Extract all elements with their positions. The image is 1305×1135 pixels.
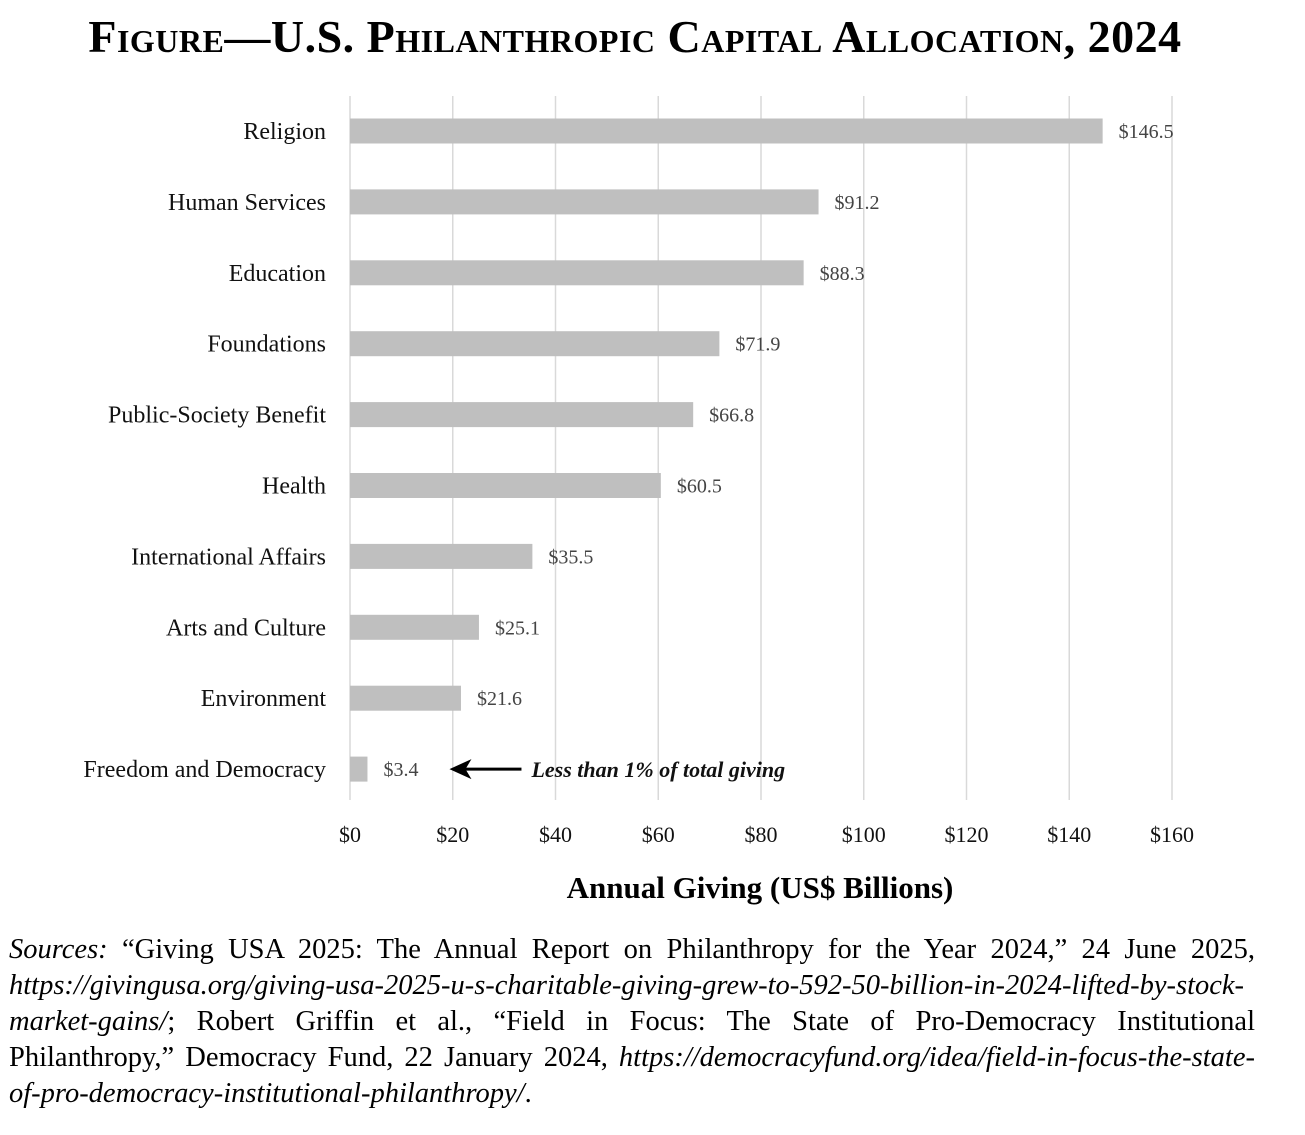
value-label: $91.2 [835,192,880,214]
value-label: $66.8 [709,405,754,427]
value-label: $21.6 [477,688,522,710]
annotation-text: Less than 1% of total giving [530,757,785,782]
x-tick-label: $140 [1047,822,1091,847]
bar-chart: $0 $20 $40 $60 $80 $100 $120 $140 $160 Religion $1… [83,96,1194,847]
x-tick-label: $20 [436,822,469,847]
sources-text-1: “Giving USA 2025: The Annual Report on P… [107,934,1255,965]
value-label: $60.5 [677,476,722,498]
labels: $0 $20 $40 $60 $80 $100 $120 $140 $160 Religion $1… [83,119,1194,847]
category-label: Religion [243,119,326,145]
value-label: $146.5 [1119,121,1174,143]
x-tick-label: $120 [945,822,989,847]
bar [350,543,533,569]
bar [350,189,819,215]
bars [350,118,1103,782]
category-label: Environment [201,686,327,712]
bar [350,756,368,782]
x-tick-label: $100 [842,822,886,847]
sources-label: Sources: [9,934,108,965]
category-label: Human Services [168,190,326,216]
category-label: Education [229,261,326,287]
category-label: Arts and Culture [166,615,326,641]
category-label: Foundations [207,332,326,358]
chart-title: Figure—U.S. Philanthropic Capital Alloca… [88,11,1182,62]
category-label: Public-Society Benefit [108,403,326,429]
x-tick-label: $60 [642,822,675,847]
bar [350,685,461,711]
annotation-arrow-head [449,759,472,780]
source-url-2[interactable]: https://democracyfund.org/idea/field-in-… [9,1042,1255,1109]
sources-text-2: ; Robert Griffin et al., “Field in Focus… [9,1006,1255,1073]
sources-text-3: . [524,1078,532,1109]
bar [350,473,661,498]
x-axis-label: Annual Giving (US$ Billions) [566,870,954,905]
sources-note: Sources: “Giving USA 2025: The Annual Re… [9,932,1255,1112]
bar [350,614,479,640]
bar [350,331,720,357]
x-tick-label: $40 [539,822,572,847]
value-label: $71.9 [735,334,780,356]
category-label: Freedom and Democracy [83,757,326,783]
x-tick-label: $0 [339,822,361,847]
bar [350,260,804,286]
category-label: International Affairs [131,544,326,570]
value-label: $35.5 [548,546,593,568]
bar [350,118,1103,144]
x-tick-label: $160 [1150,822,1194,847]
value-label: $25.1 [495,617,540,639]
source-url-1[interactable]: https://givingusa.org/giving-usa-2025-u-… [9,970,1245,1037]
category-label: Health [262,474,326,500]
value-label: $88.3 [820,263,865,285]
x-tick-label: $80 [745,822,778,847]
value-label: $3.4 [383,759,418,781]
bar [350,402,694,428]
